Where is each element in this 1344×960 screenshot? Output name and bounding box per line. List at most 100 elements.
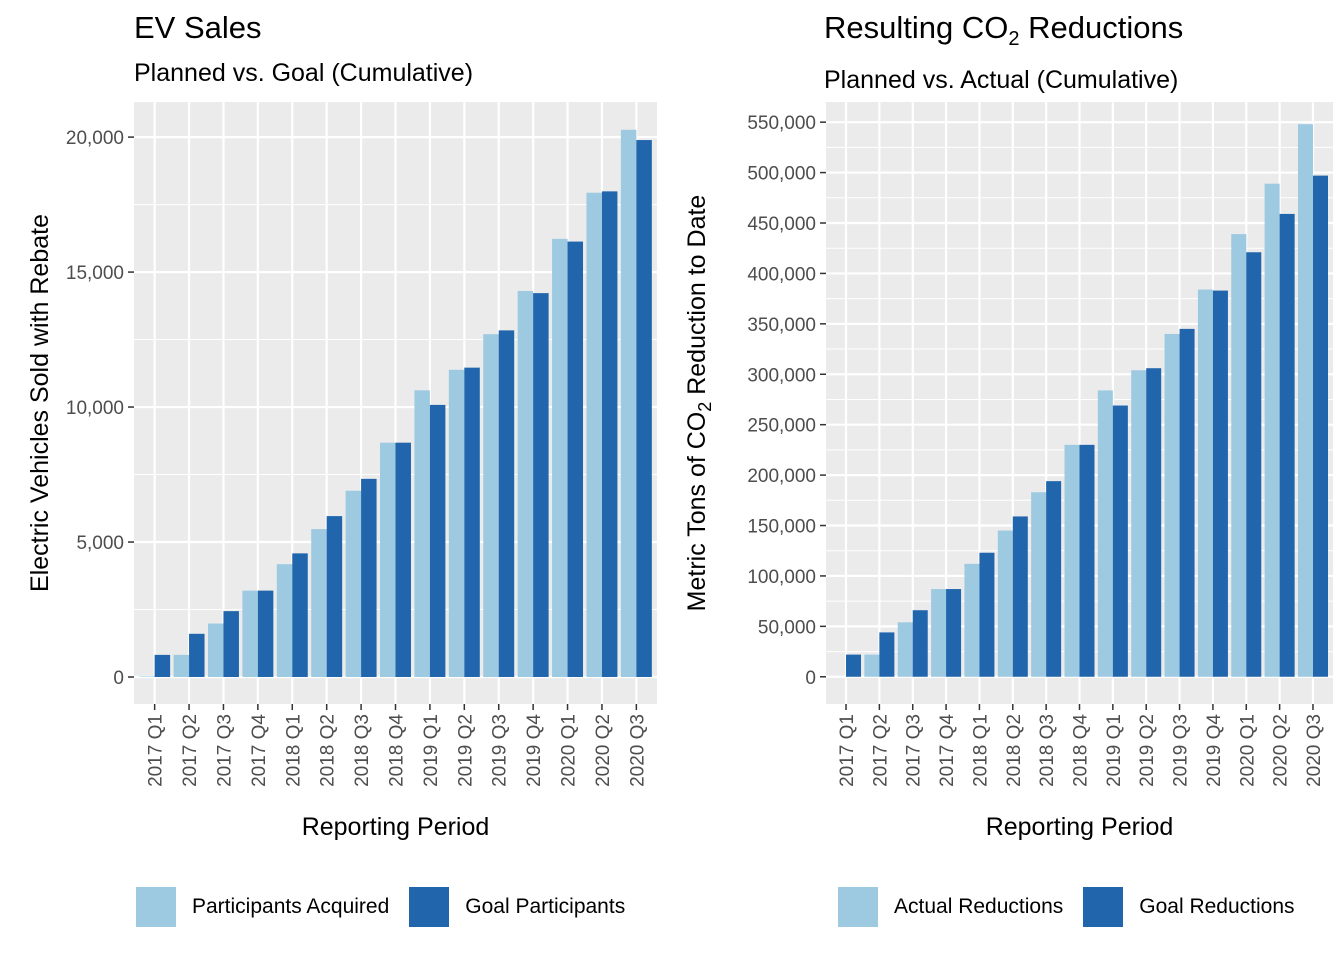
- bar-dark: [601, 191, 618, 678]
- bar-dark: [429, 404, 446, 678]
- y-tick-label: 0: [805, 668, 816, 689]
- bar-light: [897, 622, 913, 677]
- x-tick-label: 2017 Q1: [146, 714, 167, 787]
- bar-dark: [1112, 405, 1128, 677]
- bar-light: [864, 654, 880, 677]
- bar-dark: [1012, 516, 1028, 677]
- bar-dark: [1279, 213, 1295, 677]
- y-tick-label: 200,000: [747, 466, 816, 487]
- y-tick-label: 250,000: [747, 416, 816, 437]
- y-tick-label: 20,000: [66, 128, 124, 149]
- co2-reductions-panel: Resulting CO2 Reductions Planned vs. Act…: [672, 0, 1344, 960]
- bar-dark: [223, 611, 239, 678]
- y-tick-label: 100,000: [747, 567, 816, 588]
- y-tick-label: 300,000: [747, 365, 816, 386]
- bar-light: [139, 676, 155, 678]
- bar-light: [1231, 234, 1247, 677]
- legend-label-goal-reductions: Goal Reductions: [1139, 895, 1295, 918]
- legend: Actual Reductions Goal Reductions: [836, 884, 1313, 930]
- x-tick-label: 2020 Q2: [593, 714, 614, 787]
- x-tick-label: 2018 Q3: [1037, 714, 1058, 787]
- y-axis-title: Electric Vehicles Sold with Rebate: [26, 214, 54, 592]
- y-axis-title: Metric Tons of CO2 Reduction to Date: [683, 195, 715, 612]
- bar-light: [552, 238, 568, 678]
- bar-light: [242, 590, 258, 678]
- title-main: Resulting CO: [824, 10, 1009, 45]
- y-tick-label: 15,000: [66, 263, 124, 284]
- bar-dark: [879, 632, 895, 677]
- x-tick-label: 2018 Q1: [970, 714, 991, 787]
- x-tick-label: 2018 Q3: [352, 714, 373, 787]
- x-tick-label: 2020 Q1: [1237, 714, 1258, 787]
- ev-sales-chart: 0 5,000 10,000 15,000 20,000 2017 Q1 2017 Q2 20…: [26, 102, 657, 841]
- co2-reductions-chart: 0 50,000 100,000 150,000 200,000 250,000 300,0…: [683, 102, 1333, 841]
- legend: Participants Acquired Goal Participants: [134, 884, 643, 930]
- bar-dark: [395, 442, 411, 678]
- y-tick-label: 5,000: [76, 533, 124, 554]
- legend-label-goal-participants: Goal Participants: [465, 895, 626, 918]
- y-tick-label: 500,000: [747, 164, 816, 185]
- bar-light: [448, 369, 465, 678]
- x-tick-label: 2018 Q2: [318, 714, 339, 787]
- bar-dark: [533, 293, 549, 678]
- legend-label-actual-reductions: Actual Reductions: [894, 895, 1064, 918]
- bar-dark: [567, 241, 584, 678]
- bar-light: [1064, 444, 1080, 677]
- bar-light: [207, 623, 224, 678]
- bar-light: [517, 290, 534, 678]
- bar-dark: [1312, 175, 1328, 677]
- y-tick-label: 550,000: [747, 113, 816, 134]
- bar-dark: [326, 516, 343, 678]
- x-tick-label: 2017 Q3: [904, 714, 925, 787]
- y-tick-label: 150,000: [747, 517, 816, 538]
- x-tick-label: 2018 Q2: [1004, 714, 1025, 787]
- bar-light: [1164, 333, 1180, 677]
- bar-dark: [292, 553, 308, 678]
- bar-light: [1264, 183, 1280, 677]
- bar-light: [173, 654, 190, 678]
- bar-light: [345, 490, 362, 678]
- x-tick-label: 2017 Q4: [249, 714, 270, 787]
- x-tick-label: 2020 Q3: [627, 714, 648, 787]
- bar-dark: [464, 367, 480, 678]
- bar-dark: [1246, 252, 1262, 677]
- y-tick-label: 400,000: [747, 264, 816, 285]
- x-tick-label: 2017 Q4: [937, 714, 958, 787]
- chart-title: Resulting CO2 Reductions: [824, 10, 1183, 51]
- x-tick-label: 2017 Q2: [870, 714, 891, 787]
- y-tick-label: 450,000: [747, 214, 816, 235]
- bar-light: [1031, 492, 1047, 677]
- bar-dark: [1046, 481, 1062, 677]
- x-axis-title: Reporting Period: [986, 813, 1174, 841]
- legend-key-participants-acquired: [134, 885, 178, 929]
- bar-dark: [979, 552, 995, 677]
- x-tick-label: 2019 Q3: [490, 714, 511, 787]
- x-tick-label: 2020 Q2: [1271, 714, 1292, 787]
- y-tick-label: 50,000: [758, 617, 816, 638]
- bar-dark: [846, 654, 862, 677]
- bar-light: [620, 129, 637, 678]
- bar-dark: [498, 330, 515, 678]
- ev-sales-panel: EV Sales Planned vs. Goal (Cumulative) 0…: [26, 10, 657, 930]
- chart-title: EV Sales: [134, 10, 262, 45]
- chart-subtitle: Planned vs. Goal (Cumulative): [134, 59, 474, 87]
- x-tick-label: 2018 Q1: [283, 714, 304, 787]
- y-tick-label: 10,000: [66, 398, 124, 419]
- bar-dark: [1146, 368, 1162, 677]
- bar-light: [1097, 390, 1113, 677]
- x-tick-label: 2020 Q1: [559, 714, 580, 787]
- x-tick-label: 2017 Q1: [837, 714, 858, 787]
- x-tick-label: 2018 Q4: [1071, 714, 1092, 787]
- x-tick-label: 2019 Q4: [524, 714, 545, 787]
- x-tick-label: 2020 Q3: [1304, 714, 1325, 787]
- x-tick-label: 2019 Q1: [421, 714, 442, 787]
- legend-key-goal-reductions: [1081, 885, 1126, 929]
- x-tick-label: 2018 Q4: [387, 714, 408, 787]
- title-subscript: 2: [1008, 28, 1020, 51]
- bar-light: [964, 563, 980, 677]
- x-tick-label: 2019 Q3: [1171, 714, 1192, 787]
- bar-light: [931, 589, 947, 677]
- x-axis-title: Reporting Period: [302, 813, 490, 841]
- x-tick-label: 2017 Q2: [180, 714, 201, 787]
- chart-subtitle: Planned vs. Actual (Cumulative): [824, 66, 1179, 94]
